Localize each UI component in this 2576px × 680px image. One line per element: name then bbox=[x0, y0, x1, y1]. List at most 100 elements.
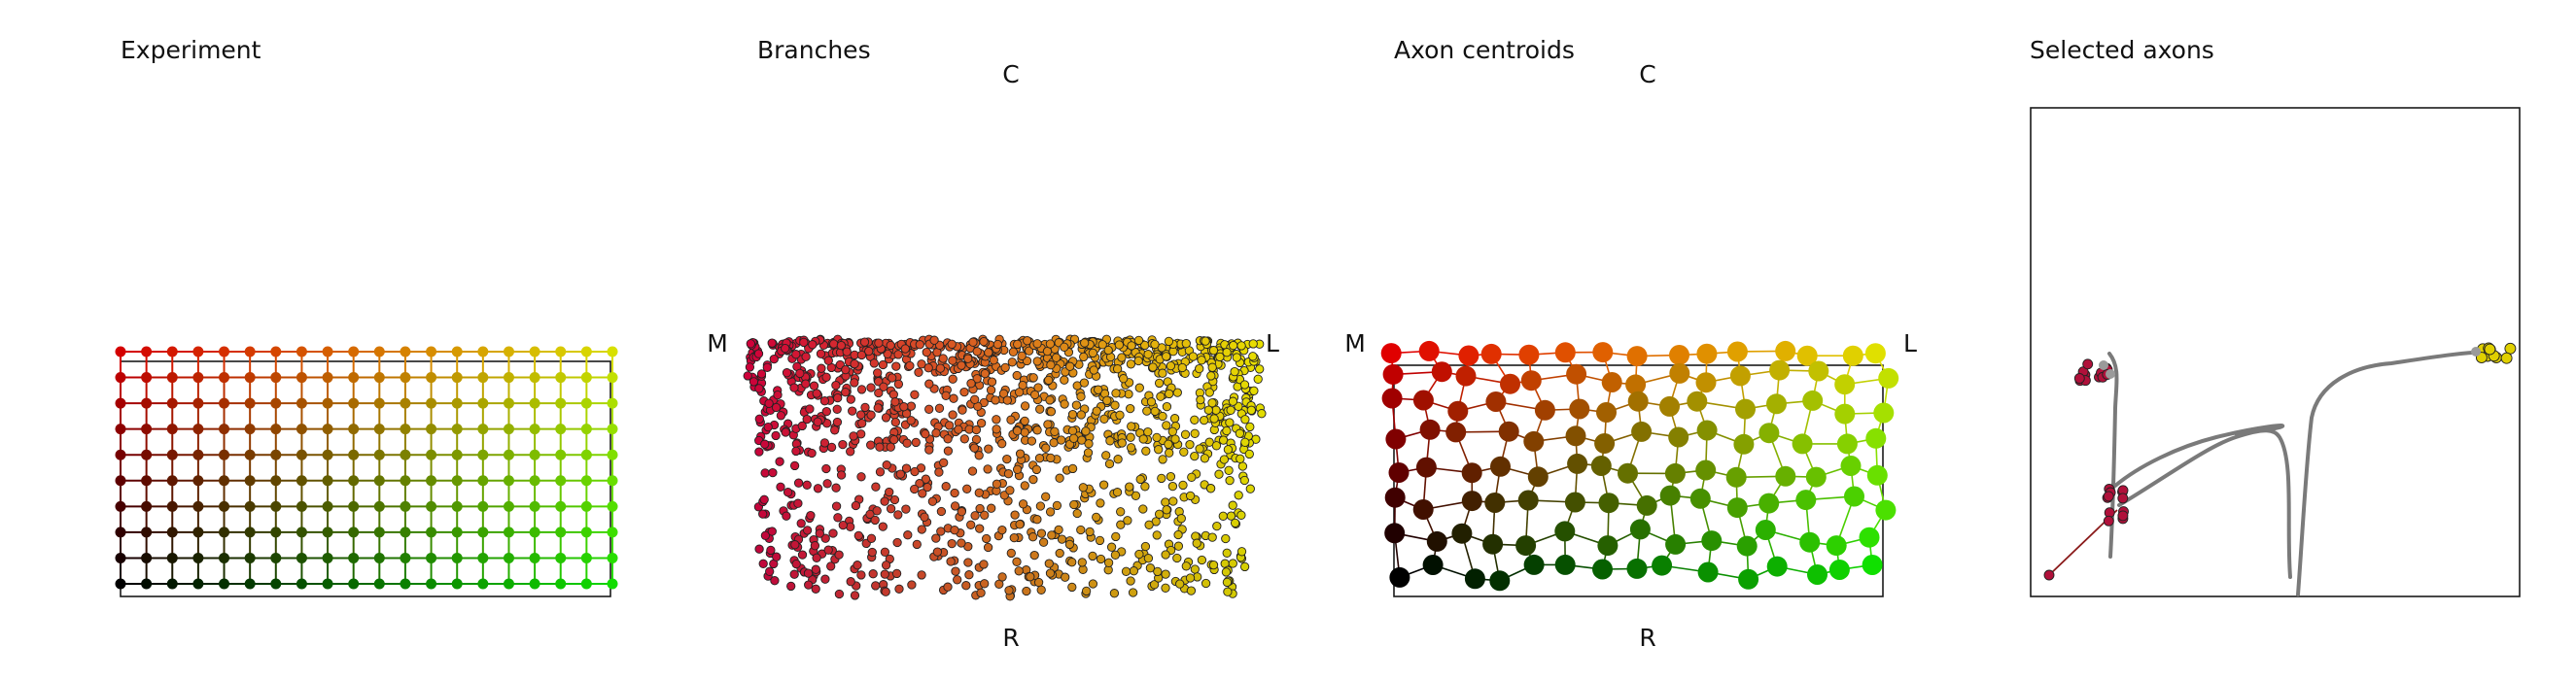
branch-point bbox=[980, 510, 990, 520]
experiment-point bbox=[580, 527, 592, 538]
branch-point bbox=[1046, 407, 1057, 417]
branch-point bbox=[880, 547, 890, 557]
branch-point bbox=[864, 346, 874, 357]
branch-point bbox=[1154, 445, 1164, 455]
branch-point bbox=[1115, 410, 1125, 420]
experiment-point bbox=[348, 346, 360, 357]
branch-point bbox=[807, 448, 817, 459]
branch-point bbox=[1110, 550, 1121, 560]
branch-point bbox=[820, 574, 830, 584]
branch-point bbox=[1060, 375, 1069, 385]
selected-axon-point bbox=[2082, 358, 2094, 370]
branch-point bbox=[1162, 421, 1171, 430]
centroid-point bbox=[1515, 535, 1537, 557]
branch-point bbox=[1045, 339, 1056, 349]
branch-point bbox=[948, 410, 957, 420]
branch-point bbox=[969, 443, 980, 453]
experiment-point bbox=[529, 424, 540, 435]
centroid-point bbox=[1696, 343, 1718, 364]
branch-point bbox=[803, 568, 814, 578]
branch-point bbox=[823, 545, 833, 555]
branch-point bbox=[748, 377, 759, 387]
branch-point bbox=[886, 504, 896, 514]
centroid-point bbox=[1796, 345, 1818, 366]
branch-point bbox=[1006, 548, 1016, 559]
branch-point bbox=[1005, 486, 1015, 495]
branch-point bbox=[1020, 401, 1030, 411]
branch-point bbox=[959, 434, 969, 444]
centroid-point bbox=[1592, 559, 1613, 580]
branch-point bbox=[1190, 415, 1200, 425]
experiment-point bbox=[192, 500, 204, 512]
branch-point bbox=[860, 402, 870, 413]
branch-point bbox=[1157, 473, 1166, 484]
branch-point bbox=[1028, 373, 1038, 383]
branch-point bbox=[1046, 360, 1056, 370]
branch-point bbox=[1141, 446, 1151, 456]
experiment-points bbox=[115, 346, 618, 590]
experiment-point bbox=[503, 552, 514, 563]
branch-point bbox=[1092, 512, 1101, 523]
centroid-point bbox=[1451, 523, 1473, 544]
experiment-point bbox=[166, 500, 178, 512]
experiment-point bbox=[141, 500, 153, 512]
branch-point bbox=[886, 442, 895, 452]
branch-point bbox=[841, 388, 851, 397]
branch-point bbox=[1236, 547, 1247, 557]
branch-point bbox=[819, 438, 830, 448]
branch-point bbox=[1027, 532, 1038, 542]
experiment-point bbox=[192, 578, 204, 590]
experiment-point bbox=[115, 500, 126, 512]
branch-point bbox=[1067, 582, 1077, 593]
branch-point bbox=[1065, 361, 1075, 371]
branch-point bbox=[1201, 336, 1210, 346]
branch-point bbox=[802, 414, 812, 425]
branch-point bbox=[927, 496, 938, 506]
branch-point bbox=[890, 417, 900, 427]
experiment-point bbox=[373, 346, 385, 357]
branch-point bbox=[1050, 426, 1060, 436]
experiment-point bbox=[529, 475, 540, 487]
centroid-point bbox=[1697, 561, 1719, 583]
experiment-point bbox=[348, 500, 360, 512]
branch-point bbox=[812, 389, 821, 398]
branch-point bbox=[1158, 368, 1167, 378]
branch-point bbox=[816, 349, 826, 358]
branch-point bbox=[936, 506, 947, 517]
experiment-point bbox=[244, 527, 256, 538]
experiment-point bbox=[477, 552, 489, 563]
experiment-point bbox=[477, 424, 489, 435]
centroid-point bbox=[1669, 362, 1690, 384]
branch-point bbox=[881, 587, 890, 596]
branch-point bbox=[1129, 566, 1139, 576]
centroid-point bbox=[1758, 493, 1780, 514]
trace-node bbox=[2471, 347, 2481, 357]
branch-point bbox=[857, 419, 867, 428]
branch-point bbox=[851, 500, 861, 511]
centroid-point bbox=[1701, 530, 1723, 552]
panel-title-branches: Branches bbox=[757, 36, 871, 64]
branch-point bbox=[972, 347, 982, 357]
branch-point bbox=[917, 570, 926, 580]
branch-point bbox=[907, 580, 917, 590]
branch-point bbox=[1164, 336, 1174, 347]
branch-point bbox=[1035, 404, 1045, 414]
experiment-point bbox=[607, 424, 618, 435]
branch-point bbox=[975, 503, 985, 514]
branch-point bbox=[799, 337, 809, 348]
branch-point bbox=[813, 417, 822, 426]
branch-point bbox=[1208, 346, 1219, 356]
experiment-point bbox=[373, 372, 385, 384]
experiment-point bbox=[270, 475, 282, 487]
experiment-point bbox=[219, 346, 230, 357]
branch-point bbox=[789, 460, 800, 471]
branch-point bbox=[1033, 383, 1043, 392]
branch-point bbox=[964, 570, 974, 580]
branch-point bbox=[1161, 583, 1170, 593]
branch-point bbox=[1140, 541, 1151, 552]
branch-point bbox=[1103, 345, 1113, 356]
branch-point bbox=[1145, 563, 1156, 573]
centroid-point bbox=[1498, 421, 1519, 442]
branch-point bbox=[1165, 389, 1174, 399]
experiment-point bbox=[451, 552, 463, 563]
